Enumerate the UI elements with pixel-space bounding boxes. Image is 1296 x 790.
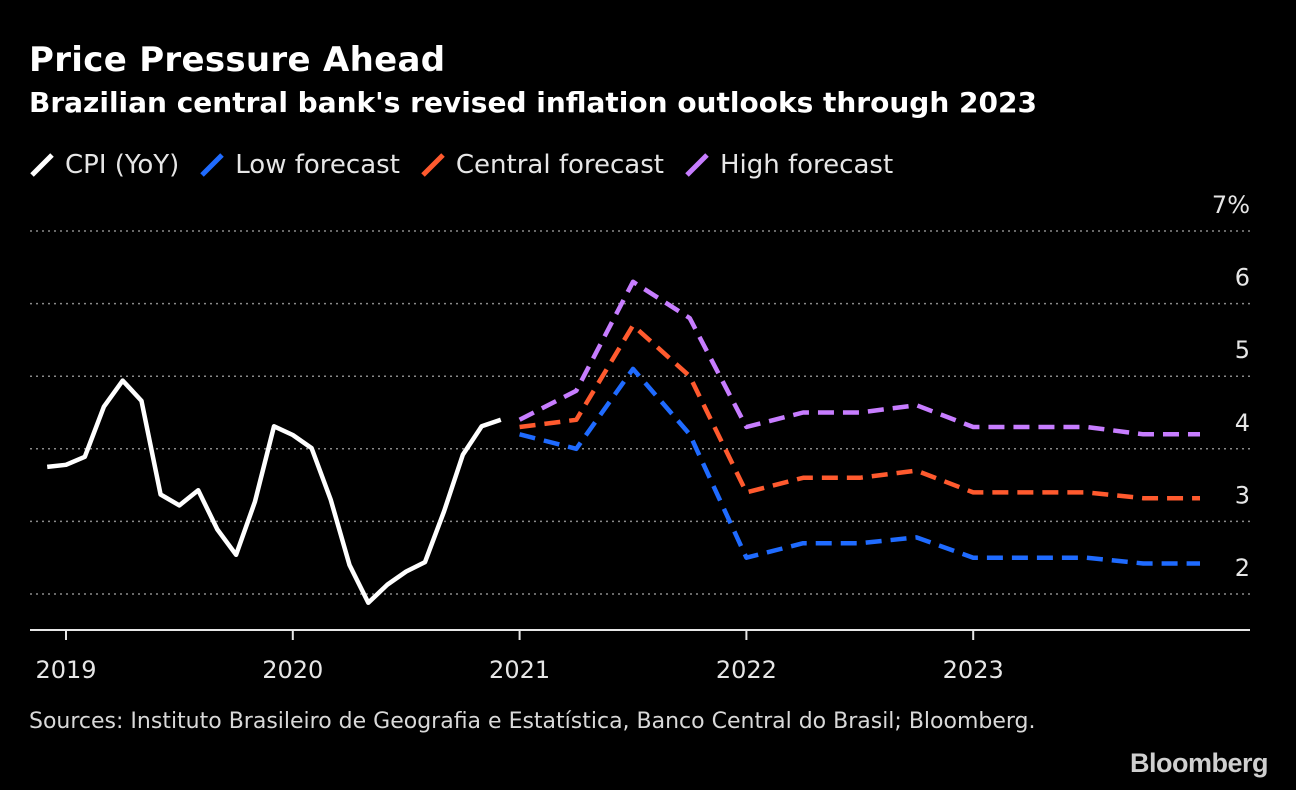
series-line-cpi-yoy	[46, 378, 502, 605]
x-tick-label-2020: 2020	[262, 656, 323, 684]
y-tick-label-7: 7%	[1212, 191, 1250, 219]
x-tick-label-2022: 2022	[716, 656, 777, 684]
legend-label-cpi: CPI (YoY)	[65, 150, 180, 180]
y-tick-label-2: 2	[1235, 554, 1250, 582]
x-tick-label-2021: 2021	[489, 656, 550, 684]
legend-swatch-cpi	[30, 153, 54, 177]
chart-title: Price Pressure Ahead	[29, 40, 446, 80]
legend-item-central: Central forecast	[420, 150, 664, 180]
legend-swatch-low	[200, 153, 225, 177]
series-line-low-forecast	[519, 366, 1200, 566]
legend-label-high: High forecast	[719, 150, 894, 180]
source-note: Sources: Instituto Brasileiro de Geograf…	[29, 709, 1036, 734]
legend-swatch-central	[421, 153, 445, 177]
bloomberg-logo: Bloomberg	[1129, 748, 1269, 778]
y-tick-label-3: 3	[1235, 481, 1250, 509]
legend: CPI (YoY) Low forecast Central forecast …	[29, 150, 913, 180]
chart-subtitle: Brazilian central bank's revised inflati…	[29, 86, 1037, 119]
series-line-central-forecast	[519, 323, 1200, 501]
legend-swatch-high	[685, 153, 709, 177]
line-chart: 2 3 4 5 6 7% 2019 2020 2021 2022 2023	[30, 191, 1250, 684]
x-tick-label-2019: 2019	[35, 656, 96, 684]
x-tick-label-2023: 2023	[943, 656, 1004, 684]
legend-item-low: Low forecast	[199, 150, 400, 180]
legend-label-low: Low forecast	[235, 150, 400, 180]
y-tick-label-4: 4	[1235, 409, 1250, 437]
series-line-high-forecast	[518, 279, 1200, 437]
legend-label-central: Central forecast	[455, 150, 664, 180]
legend-item-high: High forecast	[684, 150, 893, 180]
y-tick-label-6: 6	[1235, 264, 1250, 292]
legend-item-cpi: CPI (YoY)	[29, 150, 179, 180]
y-tick-label-5: 5	[1235, 336, 1250, 364]
